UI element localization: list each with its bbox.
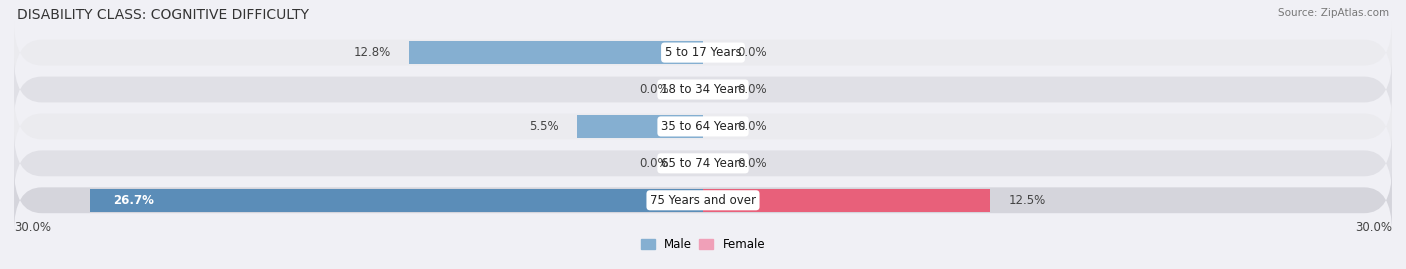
- Text: 0.0%: 0.0%: [738, 83, 768, 96]
- Legend: Male, Female: Male, Female: [636, 234, 770, 256]
- FancyBboxPatch shape: [14, 132, 1392, 195]
- FancyBboxPatch shape: [14, 21, 1392, 84]
- Text: 0.0%: 0.0%: [738, 46, 768, 59]
- Text: 5.5%: 5.5%: [529, 120, 558, 133]
- Text: 12.8%: 12.8%: [353, 46, 391, 59]
- FancyBboxPatch shape: [14, 58, 1392, 121]
- Text: 0.0%: 0.0%: [738, 120, 768, 133]
- FancyBboxPatch shape: [14, 95, 1392, 158]
- FancyBboxPatch shape: [14, 169, 1392, 232]
- Text: 30.0%: 30.0%: [14, 221, 51, 233]
- Text: 30.0%: 30.0%: [1355, 221, 1392, 233]
- Text: 18 to 34 Years: 18 to 34 Years: [661, 83, 745, 96]
- Text: 35 to 64 Years: 35 to 64 Years: [661, 120, 745, 133]
- Text: 12.5%: 12.5%: [1008, 194, 1046, 207]
- Text: 5 to 17 Years: 5 to 17 Years: [665, 46, 741, 59]
- Bar: [409, 41, 703, 64]
- Text: 26.7%: 26.7%: [112, 194, 153, 207]
- Bar: [703, 189, 990, 212]
- Text: Source: ZipAtlas.com: Source: ZipAtlas.com: [1278, 8, 1389, 18]
- Bar: [576, 115, 703, 138]
- Text: 65 to 74 Years: 65 to 74 Years: [661, 157, 745, 170]
- Bar: [90, 189, 703, 212]
- Text: 75 Years and over: 75 Years and over: [650, 194, 756, 207]
- Text: 0.0%: 0.0%: [638, 83, 669, 96]
- Text: 0.0%: 0.0%: [738, 157, 768, 170]
- Text: DISABILITY CLASS: COGNITIVE DIFFICULTY: DISABILITY CLASS: COGNITIVE DIFFICULTY: [17, 8, 309, 22]
- Text: 0.0%: 0.0%: [638, 157, 669, 170]
